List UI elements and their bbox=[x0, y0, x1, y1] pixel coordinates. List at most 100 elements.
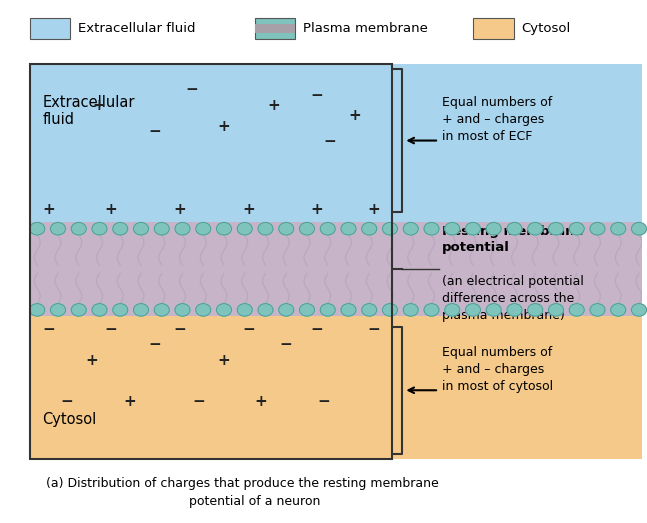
Circle shape bbox=[30, 304, 45, 316]
Circle shape bbox=[113, 304, 127, 316]
Text: −: − bbox=[280, 337, 292, 352]
Circle shape bbox=[50, 304, 65, 316]
Text: +: + bbox=[267, 98, 280, 113]
Circle shape bbox=[175, 304, 190, 316]
Circle shape bbox=[403, 304, 418, 316]
Text: Cytosol: Cytosol bbox=[521, 22, 571, 35]
Circle shape bbox=[590, 304, 605, 316]
Circle shape bbox=[382, 304, 397, 316]
Text: +: + bbox=[42, 202, 55, 217]
Circle shape bbox=[465, 304, 481, 316]
Circle shape bbox=[631, 222, 646, 235]
Circle shape bbox=[507, 222, 522, 235]
Text: −: − bbox=[324, 134, 336, 150]
Text: Plasma membrane: Plasma membrane bbox=[303, 22, 428, 35]
Text: +: + bbox=[124, 394, 136, 410]
Text: −: − bbox=[311, 322, 324, 337]
Text: +: + bbox=[367, 202, 380, 217]
Text: −: − bbox=[186, 82, 199, 97]
Circle shape bbox=[258, 222, 273, 235]
Circle shape bbox=[92, 222, 107, 235]
Circle shape bbox=[320, 304, 335, 316]
Circle shape bbox=[196, 222, 211, 235]
Circle shape bbox=[362, 304, 377, 316]
Circle shape bbox=[71, 222, 86, 235]
Text: Equal numbers of
+ and – charges
in most of ECF: Equal numbers of + and – charges in most… bbox=[442, 96, 553, 143]
Text: +: + bbox=[105, 202, 117, 217]
Bar bbox=[30, 17, 71, 39]
Text: −: − bbox=[311, 87, 324, 103]
Circle shape bbox=[382, 222, 397, 235]
Text: −: − bbox=[105, 322, 117, 337]
Circle shape bbox=[71, 304, 86, 316]
Circle shape bbox=[465, 222, 481, 235]
Text: +: + bbox=[86, 353, 98, 368]
Circle shape bbox=[175, 222, 190, 235]
Text: Extracellular
fluid: Extracellular fluid bbox=[42, 95, 135, 128]
Circle shape bbox=[133, 304, 149, 316]
Text: +: + bbox=[242, 202, 255, 217]
Text: (an electrical potential
difference across the
plasma membrane): (an electrical potential difference acro… bbox=[442, 275, 584, 322]
Circle shape bbox=[92, 304, 107, 316]
Circle shape bbox=[403, 222, 418, 235]
Circle shape bbox=[444, 304, 460, 316]
Circle shape bbox=[569, 304, 584, 316]
Circle shape bbox=[279, 304, 294, 316]
Circle shape bbox=[569, 222, 584, 235]
Bar bbox=[30, 316, 642, 459]
Circle shape bbox=[279, 222, 294, 235]
Circle shape bbox=[154, 304, 170, 316]
Circle shape bbox=[487, 304, 501, 316]
Text: Cytosol: Cytosol bbox=[42, 412, 96, 427]
Bar bbox=[30, 64, 392, 459]
Circle shape bbox=[237, 222, 252, 235]
Circle shape bbox=[611, 304, 626, 316]
Bar bbox=[255, 24, 295, 33]
Text: +: + bbox=[348, 108, 361, 123]
Circle shape bbox=[50, 222, 65, 235]
Text: −: − bbox=[367, 322, 380, 337]
Text: +: + bbox=[92, 98, 105, 113]
Circle shape bbox=[133, 222, 149, 235]
Text: −: − bbox=[242, 322, 255, 337]
Text: −: − bbox=[192, 394, 205, 410]
Circle shape bbox=[549, 222, 564, 235]
Bar bbox=[30, 64, 642, 222]
Circle shape bbox=[113, 222, 127, 235]
Text: +: + bbox=[311, 202, 324, 217]
Circle shape bbox=[611, 222, 626, 235]
Text: Resting membrane
potential: Resting membrane potential bbox=[442, 225, 584, 254]
Circle shape bbox=[424, 304, 439, 316]
Circle shape bbox=[320, 222, 335, 235]
Text: −: − bbox=[148, 124, 161, 139]
Circle shape bbox=[237, 304, 252, 316]
Circle shape bbox=[217, 304, 232, 316]
Circle shape bbox=[631, 304, 646, 316]
Circle shape bbox=[507, 304, 522, 316]
Bar bbox=[30, 222, 642, 316]
Circle shape bbox=[217, 222, 232, 235]
Text: +: + bbox=[173, 202, 186, 217]
Text: −: − bbox=[42, 322, 55, 337]
Circle shape bbox=[487, 222, 501, 235]
Text: −: − bbox=[317, 394, 330, 410]
Text: +: + bbox=[217, 353, 230, 368]
Circle shape bbox=[362, 222, 377, 235]
Text: Extracellular fluid: Extracellular fluid bbox=[78, 22, 195, 35]
Circle shape bbox=[444, 222, 460, 235]
Text: +: + bbox=[217, 119, 230, 134]
Bar bbox=[474, 17, 514, 39]
Text: +: + bbox=[254, 394, 267, 410]
Circle shape bbox=[196, 304, 211, 316]
Text: Equal numbers of
+ and – charges
in most of cytosol: Equal numbers of + and – charges in most… bbox=[442, 346, 553, 393]
Circle shape bbox=[300, 304, 314, 316]
Circle shape bbox=[528, 304, 543, 316]
Text: −: − bbox=[61, 394, 74, 410]
Circle shape bbox=[424, 222, 439, 235]
Circle shape bbox=[590, 222, 605, 235]
Circle shape bbox=[258, 304, 273, 316]
Circle shape bbox=[341, 222, 356, 235]
Bar bbox=[255, 17, 295, 39]
Circle shape bbox=[300, 222, 314, 235]
Text: −: − bbox=[148, 337, 161, 352]
